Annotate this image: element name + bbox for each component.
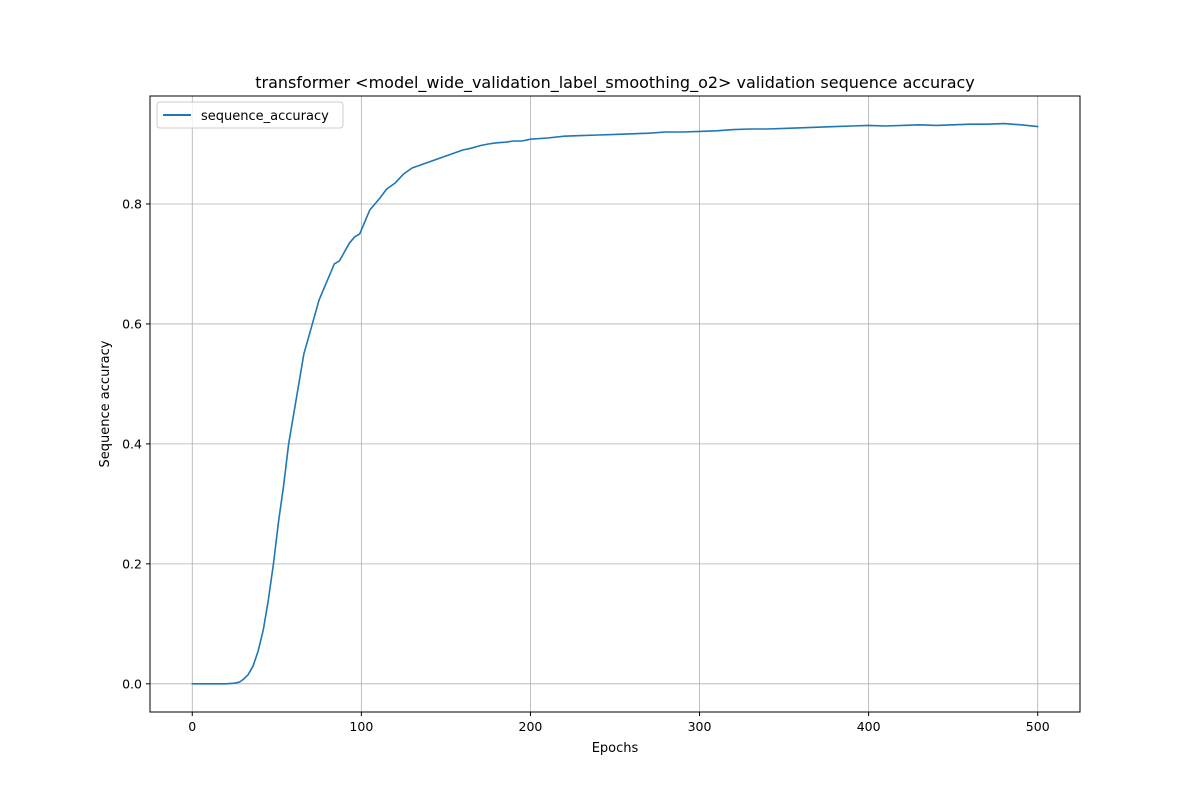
series-line-sequence-accuracy	[191, 122, 1039, 685]
x-axis-ticks: 0 100 200 300 400 500	[188, 712, 1050, 734]
x-tick-label: 0	[188, 719, 196, 734]
chart-title: transformer <model_wide_validation_label…	[255, 73, 975, 93]
plot-area	[150, 96, 1080, 712]
x-tick-label: 200	[519, 719, 543, 734]
plot-frame	[149, 95, 1081, 713]
y-axis-label: Sequence accuracy	[98, 340, 113, 467]
x-tick-label: 300	[688, 719, 712, 734]
x-axis-label: Epochs	[592, 741, 639, 756]
y-tick-label: 0.6	[122, 316, 142, 331]
x-tick-label: 500	[1026, 719, 1050, 734]
legend-label-sequence-accuracy: sequence_accuracy	[201, 109, 329, 124]
legend-box	[156, 101, 344, 129]
y-tick-label: 0.0	[122, 676, 142, 691]
series-layer	[191, 122, 1039, 685]
y-tick-label: 0.8	[122, 196, 142, 211]
legend: sequence_accuracy	[156, 101, 344, 129]
x-tick-label: 400	[857, 719, 881, 734]
y-axis-ticks: 0.0 0.2 0.4 0.6 0.8	[122, 196, 150, 691]
y-gridlines	[150, 203, 1080, 685]
y-tick-label: 0.2	[122, 556, 142, 571]
x-tick-label: 100	[349, 719, 373, 734]
y-tick-label: 0.4	[122, 436, 142, 451]
x-gridlines	[191, 96, 1039, 712]
